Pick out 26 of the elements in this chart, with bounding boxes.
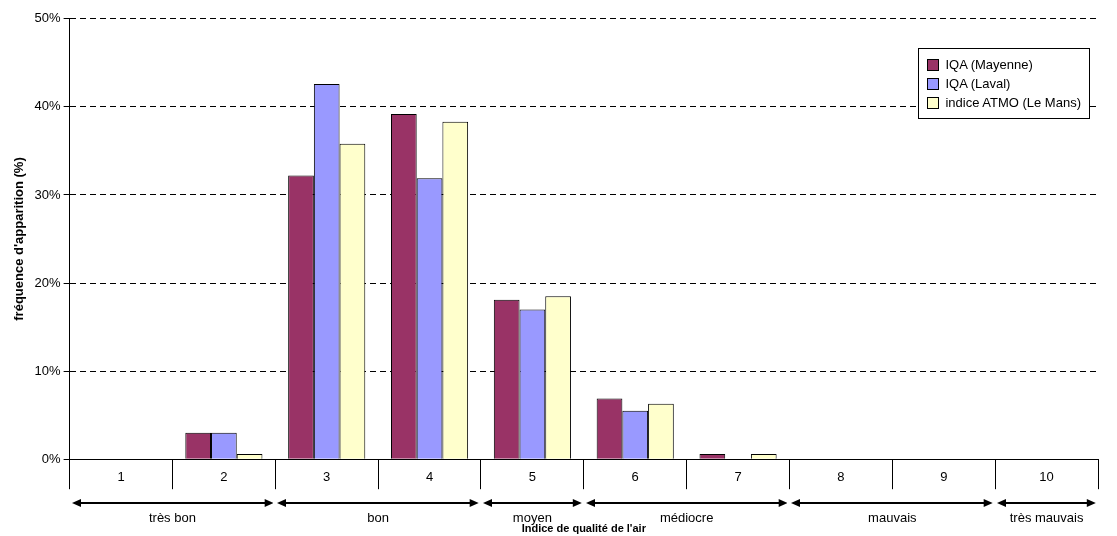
x-tick-label: 10 xyxy=(1039,468,1054,484)
x-tick-label: 4 xyxy=(425,468,434,484)
y-tick-label: 0% xyxy=(41,450,62,466)
y-tick-label: 30% xyxy=(34,186,62,202)
x-tick-label: 7 xyxy=(734,468,742,484)
y-tick-label: 50% xyxy=(34,10,62,26)
text: médiocre xyxy=(659,510,714,526)
x-tick-label: 1 xyxy=(117,468,125,484)
legend-label: indice ATMO (Le Mans) xyxy=(945,94,1081,112)
y-axis-title: fréquence d'apparition (%) xyxy=(11,157,27,321)
text: moyen xyxy=(511,510,552,526)
x-tick-label: 2 xyxy=(220,468,228,484)
text: très bon xyxy=(147,510,197,526)
y-tick-label: 40% xyxy=(34,98,62,114)
text: mauvais xyxy=(867,510,918,526)
x-tick-label: 5 xyxy=(528,468,537,484)
x-tick-label: 9 xyxy=(940,468,948,484)
y-tick-label: 10% xyxy=(34,362,62,378)
text: bon xyxy=(366,510,390,526)
text: très mauvais xyxy=(1008,510,1085,526)
x-tick-label: 8 xyxy=(837,468,845,484)
legend-label: IQA (Laval) xyxy=(945,75,1011,93)
x-tick-label: 3 xyxy=(323,468,331,484)
legend-label: IQA (Mayenne) xyxy=(945,56,1033,74)
x-tick-label: 6 xyxy=(631,468,639,484)
y-tick-label: 20% xyxy=(34,274,62,290)
